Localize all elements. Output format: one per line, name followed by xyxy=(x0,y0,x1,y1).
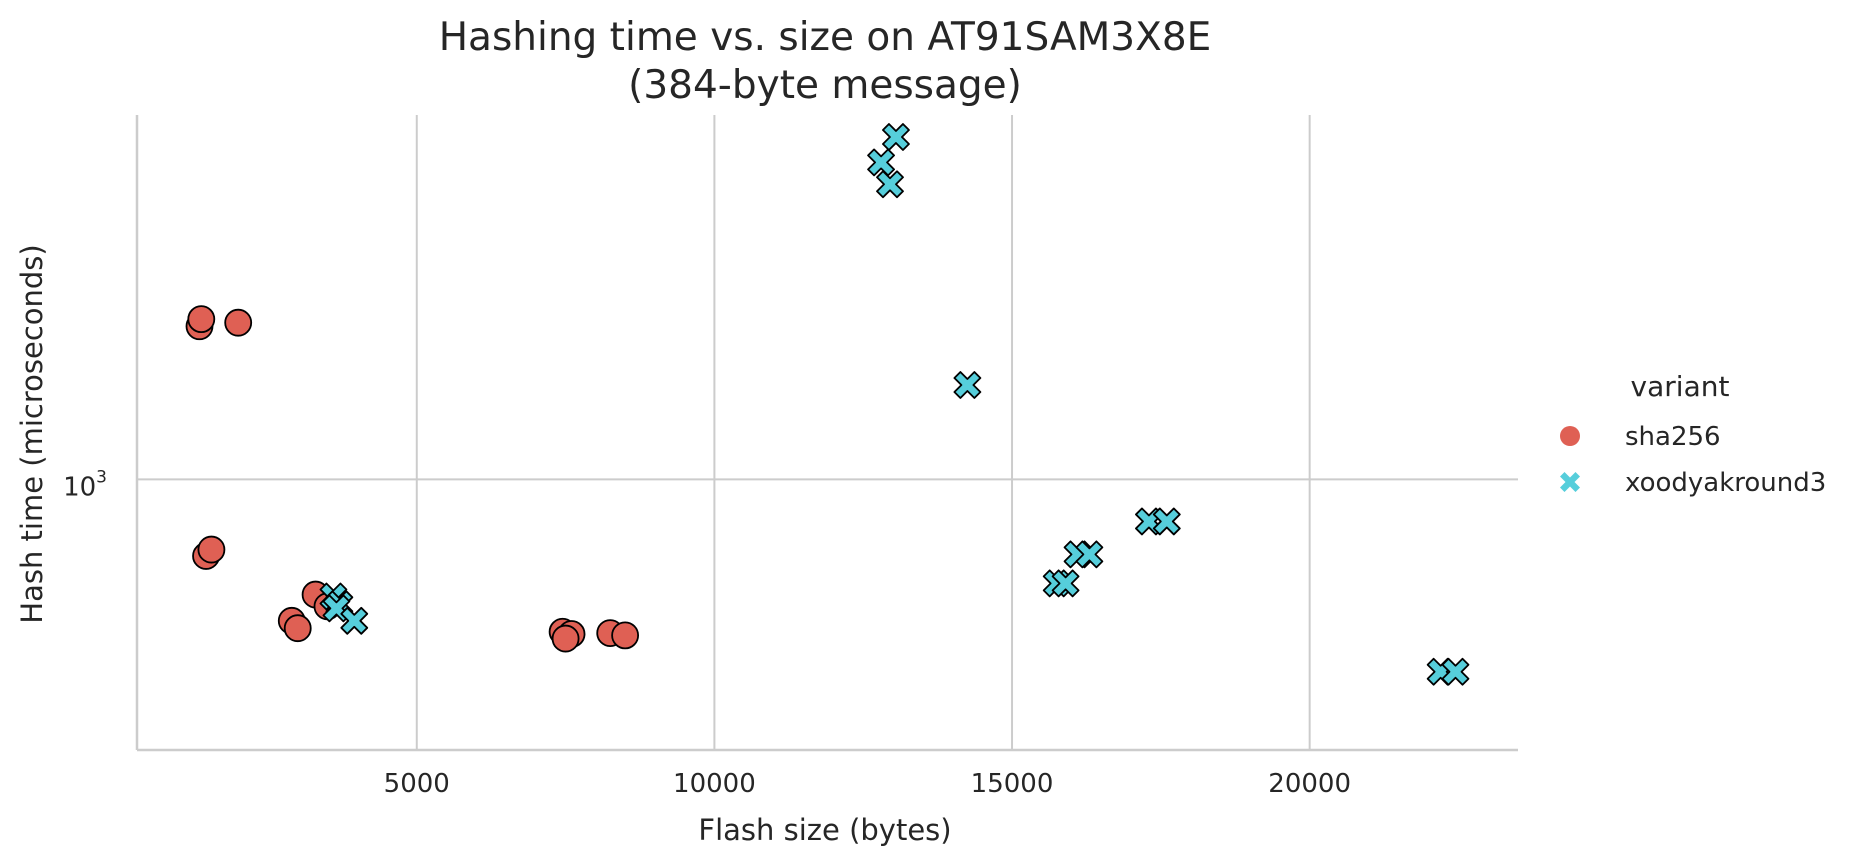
series-xoodyakround3 xyxy=(319,123,1470,686)
xoodyakround3-point xyxy=(867,148,895,177)
xoodyakround3-point xyxy=(1075,540,1104,569)
sha256-point xyxy=(197,535,226,564)
legend-item-xoodyakround3: xoodyakround3 xyxy=(1560,468,1826,498)
grid-lines xyxy=(137,115,1518,750)
x-tick-label: 10000 xyxy=(673,769,756,799)
xoodyakround3-point xyxy=(1051,569,1080,598)
xoodyakround3-point xyxy=(882,123,910,151)
xoodyakround3-point xyxy=(953,371,982,399)
legend-title: variant xyxy=(1631,370,1730,403)
legend: variant sha256 xoodyakround3 xyxy=(1560,370,1826,498)
sha256-point xyxy=(611,621,640,650)
xoodyakround3-point xyxy=(1152,507,1181,536)
xoodyakround3-point xyxy=(1441,657,1470,686)
sha256-point xyxy=(187,305,216,334)
legend-items: sha256 xoodyakround3 xyxy=(1560,422,1826,498)
legend-item-sha256: sha256 xyxy=(1560,422,1721,452)
sha256-point xyxy=(224,308,253,337)
chart-title-line-2: (384-byte message) xyxy=(628,63,1022,108)
y-tick-label: 103 xyxy=(63,467,107,502)
legend-marker-xoodyakround3 xyxy=(1560,472,1580,492)
legend-label-sha256: sha256 xyxy=(1625,422,1721,452)
xoodyakround3-point xyxy=(876,170,904,199)
x-axis-label: Flash size (bytes) xyxy=(698,813,951,847)
legend-label-xoodyakround3: xoodyakround3 xyxy=(1625,468,1826,498)
y-axis-label: Hash time (microseconds) xyxy=(15,244,49,623)
x-tick-labels: 5000 10000 15000 20000 xyxy=(384,769,1351,799)
x-tick-label: 15000 xyxy=(971,769,1054,799)
y-tick-labels: 103 xyxy=(63,467,107,502)
legend-marker-sha256 xyxy=(1560,426,1580,446)
axis-spines xyxy=(135,115,1518,752)
sha256-point xyxy=(283,614,312,643)
x-tick-label: 5000 xyxy=(384,769,450,799)
x-tick-label: 20000 xyxy=(1268,769,1351,799)
xoodyakround3-point xyxy=(340,606,369,635)
data-points xyxy=(185,123,1470,686)
sha256-point xyxy=(551,624,580,653)
chart-title-line-1: Hashing time vs. size on AT91SAM3X8E xyxy=(439,15,1212,60)
